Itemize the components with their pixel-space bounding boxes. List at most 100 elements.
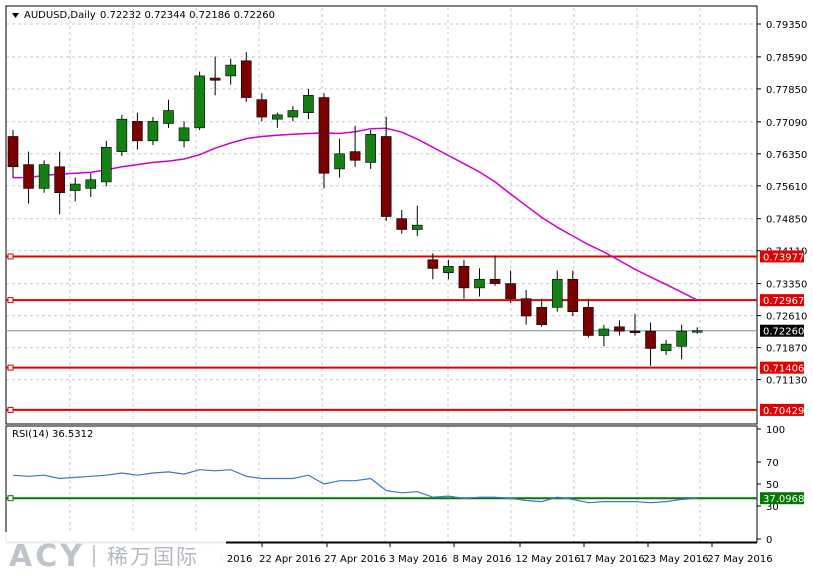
candle-body bbox=[132, 121, 143, 142]
rsi-y-tick-label: 70 bbox=[766, 458, 779, 469]
candle-body bbox=[240, 60, 252, 98]
rsi-y-tick-label: 0 bbox=[766, 535, 772, 546]
candle-body bbox=[101, 146, 112, 183]
candle-body bbox=[427, 259, 439, 269]
candle-body bbox=[676, 330, 687, 347]
watermark-separator bbox=[93, 545, 95, 567]
candle-body bbox=[225, 64, 236, 77]
candle-body bbox=[458, 265, 470, 289]
candle-body bbox=[614, 326, 625, 332]
rsi-title: RSI(14) 36.5312 bbox=[12, 429, 93, 440]
candle-body bbox=[411, 224, 423, 230]
candle-body bbox=[474, 278, 485, 289]
grid bbox=[6, 8, 757, 542]
candle-body bbox=[583, 307, 594, 336]
x-tick-label: 8 May 2016 bbox=[453, 554, 512, 565]
candle-body bbox=[69, 183, 81, 191]
main-panel-border bbox=[5, 5, 758, 425]
x-tick-label: 3 May 2016 bbox=[389, 554, 448, 565]
rsi-level-label: 37.0968 bbox=[763, 494, 804, 505]
price-line-marker bbox=[7, 406, 14, 413]
axes: 0.79350 0.78590 0.77850 0.77090 0.76350 0.756… bbox=[5, 5, 807, 565]
candle-body bbox=[287, 110, 299, 118]
x-tick-label: 12 May 2016 bbox=[515, 554, 580, 565]
candle-body bbox=[536, 307, 548, 325]
candle-body bbox=[7, 136, 19, 168]
chart-title: AUDUSD,Daily bbox=[24, 10, 96, 21]
candle-body bbox=[645, 330, 656, 349]
acy-logo: ACY bbox=[9, 538, 85, 574]
candle-body bbox=[303, 95, 314, 113]
candle-body bbox=[505, 283, 516, 300]
candle-body bbox=[38, 164, 50, 189]
rsi-level-marker bbox=[7, 495, 14, 502]
price-line-marker bbox=[7, 253, 14, 260]
price-line-tag bbox=[760, 294, 804, 307]
dropdown-triangle bbox=[12, 13, 19, 18]
watermark-chinese: 稀万国际 bbox=[107, 545, 199, 569]
candle-body bbox=[194, 75, 205, 129]
candle-body bbox=[598, 328, 610, 336]
candle-body bbox=[629, 330, 641, 333]
y-tick-label: 0.77090 bbox=[766, 118, 807, 129]
price-lines: 0.73977 0.72967 0.71406 0.70429 0.72260 bbox=[6, 250, 804, 417]
candle-body bbox=[396, 218, 408, 230]
y-tick-label: 0.79350 bbox=[766, 20, 807, 31]
rsi-indicator: 37.0968 bbox=[6, 469, 804, 505]
x-tick-label: 27 May 2016 bbox=[707, 554, 772, 565]
candle-body bbox=[334, 153, 345, 170]
price-line-tag bbox=[760, 361, 804, 374]
candle-body bbox=[54, 166, 65, 194]
y-tick-label: 0.78590 bbox=[766, 53, 807, 64]
labels: AUDUSD,Daily 0.72232 0.72344 0.72186 0.72… bbox=[12, 10, 275, 440]
candle-body bbox=[380, 136, 392, 217]
candle-body bbox=[163, 110, 174, 124]
price-line-tag bbox=[760, 403, 804, 416]
rsi-y-tick-label: 30 bbox=[766, 502, 779, 513]
candle-body bbox=[520, 298, 532, 317]
y-tick-label: 0.71130 bbox=[766, 376, 807, 387]
rsi-panel-border bbox=[5, 425, 758, 543]
candle-body bbox=[567, 278, 579, 312]
candle-body bbox=[551, 278, 563, 308]
price-line-marker bbox=[7, 364, 14, 371]
candle-body bbox=[256, 99, 268, 118]
x-tick-label: 23 May 2016 bbox=[643, 554, 708, 565]
y-tick-label: 0.75610 bbox=[766, 182, 807, 193]
candle-body bbox=[691, 330, 703, 333]
y-tick-label: 0.76350 bbox=[766, 150, 807, 161]
candle-body bbox=[272, 114, 283, 120]
current-price-label: 0.72260 bbox=[763, 327, 804, 338]
candle-body bbox=[318, 97, 330, 174]
candle-body bbox=[365, 134, 376, 163]
x-tick-label: r 2016 bbox=[220, 554, 253, 565]
candle-body bbox=[85, 179, 97, 189]
candle-body bbox=[489, 278, 501, 284]
candle-body bbox=[660, 343, 672, 351]
rsi-level-tag bbox=[760, 492, 804, 505]
y-tick-label: 0.71870 bbox=[766, 344, 807, 355]
x-tick-label: 17 May 2016 bbox=[579, 554, 644, 565]
price-line-label: 0.71406 bbox=[763, 364, 804, 375]
candle-body bbox=[349, 151, 361, 161]
watermark: ACY 稀万国际 bbox=[0, 532, 226, 580]
candle-body bbox=[147, 121, 159, 142]
y-tick-label: 0.73350 bbox=[766, 280, 807, 291]
rsi-y-tick-label: 50 bbox=[766, 480, 779, 491]
candle-body bbox=[209, 77, 221, 81]
candle-body bbox=[116, 118, 128, 152]
price-line-marker bbox=[7, 297, 14, 304]
price-line-label: 0.70429 bbox=[763, 406, 804, 417]
rsi-line bbox=[12, 469, 698, 504]
candle-body bbox=[178, 127, 190, 142]
current-price-tag bbox=[760, 324, 804, 337]
x-tick-label: 22 Apr 2016 bbox=[259, 554, 321, 565]
price-line-label: 0.73977 bbox=[763, 252, 804, 263]
ohlc-values: 0.72232 0.72344 0.72186 0.72260 bbox=[100, 10, 275, 21]
y-tick-label: 0.77850 bbox=[766, 85, 807, 96]
price-line-label: 0.72967 bbox=[763, 296, 804, 307]
candles bbox=[7, 52, 703, 366]
price-line-tag bbox=[760, 250, 804, 263]
y-tick-label: 0.72610 bbox=[766, 312, 807, 323]
